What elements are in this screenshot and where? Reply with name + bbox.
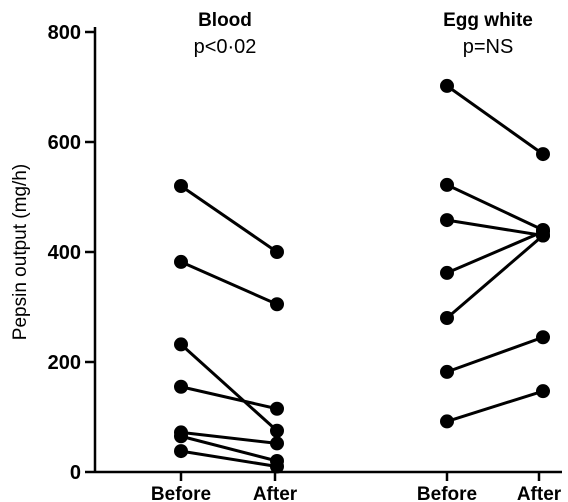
blood-before-point-2 bbox=[174, 254, 188, 269]
blood-before-point-3 bbox=[174, 337, 188, 352]
egg-white-before-point-5 bbox=[440, 311, 454, 325]
blood-after-point-2 bbox=[270, 297, 284, 312]
axes bbox=[93, 27, 562, 474]
blood-pair-line-4 bbox=[180, 385, 278, 411]
egg-white-pair-line-3 bbox=[446, 218, 544, 237]
y-tick-label-0: 0 bbox=[70, 462, 81, 484]
blood-after-point-4 bbox=[270, 401, 284, 416]
x-label-egg-before: Before bbox=[417, 484, 477, 502]
x-label-blood-before: Before bbox=[151, 484, 211, 502]
panel-stat-egg-white: p=NS bbox=[463, 36, 514, 58]
y-tick-label-200: 200 bbox=[48, 352, 81, 374]
y-tick-label-600: 600 bbox=[48, 132, 81, 154]
blood-pair-line-2 bbox=[180, 260, 278, 306]
blood-pair-line-7 bbox=[180, 449, 278, 468]
egg-white-before-point-2 bbox=[440, 177, 454, 192]
blood-before-point-6 bbox=[174, 429, 188, 444]
panel-title-blood: Blood bbox=[198, 10, 252, 31]
egg-white-pair-line-5 bbox=[446, 234, 544, 320]
panel-stat-blood: p<0·02 bbox=[194, 36, 257, 58]
egg-white-after-point-6 bbox=[536, 330, 550, 345]
blood-after-point-5 bbox=[270, 436, 284, 451]
paired-lines bbox=[174, 78, 550, 474]
egg-white-before-point-7 bbox=[440, 414, 454, 429]
blood-pair-line-6 bbox=[180, 434, 278, 463]
panel-labels: Pepsin output (mg/h) Blood p<0·02 Egg wh… bbox=[10, 10, 562, 502]
blood-after-point-1 bbox=[270, 245, 284, 259]
blood-before-point-7 bbox=[174, 444, 188, 459]
egg-white-pair-line-4 bbox=[446, 230, 544, 275]
egg-white-pair-line-2 bbox=[446, 183, 544, 232]
blood-pair-line-3 bbox=[179, 343, 279, 432]
egg-white-before-point-3 bbox=[440, 213, 454, 228]
y-tick-label-400: 400 bbox=[48, 242, 81, 264]
x-label-blood-after: After bbox=[253, 484, 298, 502]
blood-pair-line-5 bbox=[180, 430, 278, 445]
blood-pair-line-1 bbox=[180, 184, 278, 254]
egg-white-before-point-6 bbox=[440, 364, 454, 379]
egg-white-pair-line-6 bbox=[446, 335, 544, 374]
egg-white-after-point-1 bbox=[536, 147, 550, 162]
egg-white-before-point-4 bbox=[440, 265, 454, 280]
y-tick-label-800: 800 bbox=[48, 22, 81, 44]
blood-before-point-4 bbox=[174, 379, 188, 394]
x-label-egg-after: After bbox=[517, 484, 562, 502]
blood-before-point-1 bbox=[174, 179, 188, 193]
egg-white-before-point-1 bbox=[440, 78, 454, 93]
blood-after-point-3 bbox=[270, 423, 284, 438]
egg-white-after-point-5 bbox=[536, 228, 550, 243]
panel-title-egg-white: Egg white bbox=[443, 10, 533, 31]
y-ticks: 0 200 400 600 800 bbox=[48, 22, 541, 484]
blood-after-point-7 bbox=[270, 459, 284, 474]
y-axis-label: Pepsin output (mg/h) bbox=[10, 164, 31, 340]
egg-white-pair-line-7 bbox=[446, 389, 544, 423]
egg-white-after-point-7 bbox=[536, 384, 550, 399]
egg-white-pair-line-1 bbox=[446, 84, 544, 156]
